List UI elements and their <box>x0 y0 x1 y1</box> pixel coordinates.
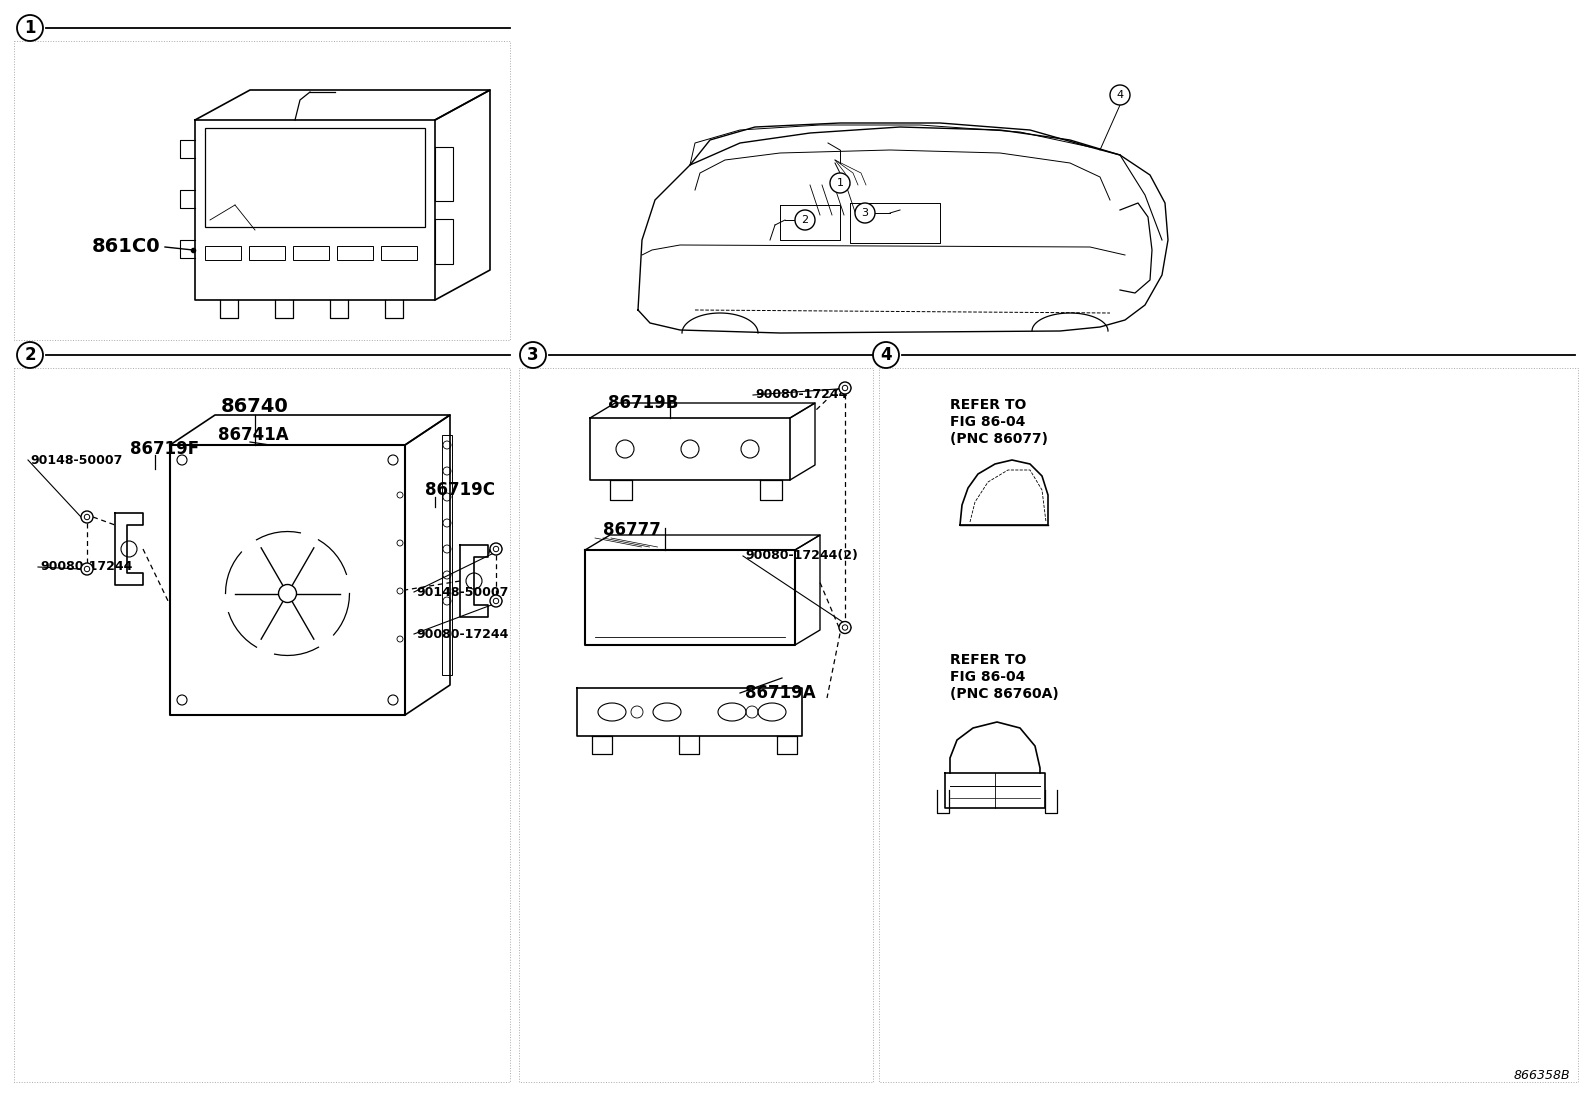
Circle shape <box>1110 85 1130 106</box>
Text: 90080-17244: 90080-17244 <box>416 628 508 641</box>
Text: (PNC 86077): (PNC 86077) <box>950 432 1048 446</box>
Circle shape <box>872 342 899 368</box>
Bar <box>435 219 454 264</box>
Circle shape <box>18 15 43 41</box>
Circle shape <box>490 595 501 607</box>
Bar <box>380 246 417 260</box>
Circle shape <box>81 563 92 575</box>
Circle shape <box>81 511 92 523</box>
Text: 86719B: 86719B <box>608 395 678 412</box>
Bar <box>205 246 240 260</box>
Bar <box>293 246 330 260</box>
Bar <box>248 246 285 260</box>
Circle shape <box>839 622 852 633</box>
Text: 3: 3 <box>527 346 538 364</box>
Bar <box>205 127 425 227</box>
Circle shape <box>839 382 852 395</box>
Text: 866358B: 866358B <box>1514 1069 1570 1083</box>
Text: 90148-50007: 90148-50007 <box>30 454 123 466</box>
Text: 2: 2 <box>24 346 35 364</box>
Text: 861C0: 861C0 <box>91 237 161 256</box>
Circle shape <box>855 203 876 223</box>
Text: 86777: 86777 <box>603 521 661 539</box>
Text: FIG 86-04: FIG 86-04 <box>950 670 1025 684</box>
Text: 4: 4 <box>1116 90 1124 100</box>
Text: FIG 86-04: FIG 86-04 <box>950 415 1025 429</box>
Text: 86719A: 86719A <box>745 684 815 702</box>
Text: REFER TO: REFER TO <box>950 653 1027 667</box>
Text: 86719C: 86719C <box>425 481 495 499</box>
Text: (PNC 86760A): (PNC 86760A) <box>950 687 1059 701</box>
Bar <box>338 246 373 260</box>
Text: 2: 2 <box>801 215 809 225</box>
Bar <box>443 435 452 675</box>
Text: REFER TO: REFER TO <box>950 398 1027 412</box>
Text: 86741A: 86741A <box>218 426 288 444</box>
Circle shape <box>490 543 501 555</box>
Text: 4: 4 <box>880 346 892 364</box>
Circle shape <box>18 342 43 368</box>
Text: 1: 1 <box>24 19 35 37</box>
Text: 3: 3 <box>861 208 869 218</box>
Text: 90148-50007: 90148-50007 <box>416 586 508 599</box>
Text: 1: 1 <box>836 178 844 188</box>
Circle shape <box>279 585 296 602</box>
Text: 86740: 86740 <box>221 398 288 417</box>
Circle shape <box>794 210 815 230</box>
Circle shape <box>521 342 546 368</box>
Circle shape <box>829 173 850 193</box>
Bar <box>435 147 454 201</box>
Text: 90080-17244: 90080-17244 <box>755 389 847 401</box>
Text: 90080-17244(2): 90080-17244(2) <box>745 550 858 563</box>
Text: 90080-17244: 90080-17244 <box>40 560 132 574</box>
Text: 86719F: 86719F <box>131 440 199 458</box>
